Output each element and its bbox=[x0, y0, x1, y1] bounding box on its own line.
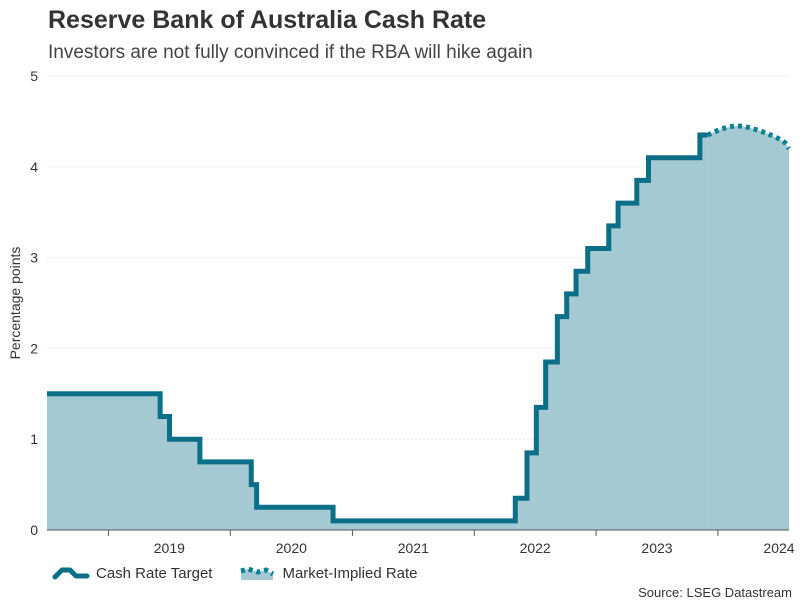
y-tick-label-1: 1 bbox=[30, 431, 38, 447]
area-cash-rate bbox=[47, 135, 708, 530]
legend-label-market-implied: Market-Implied Rate bbox=[282, 564, 418, 582]
y-tick-label-5: 5 bbox=[30, 68, 38, 84]
x-tick-label-2023: 2023 bbox=[641, 540, 672, 556]
legend-item-market-implied: Market-Implied Rate bbox=[238, 564, 418, 582]
legend-swatch-cash-rate bbox=[52, 567, 90, 580]
x-tick-label-2022: 2022 bbox=[520, 540, 551, 556]
source-note: Source: LSEG Datastream bbox=[638, 585, 792, 600]
legend-label-cash-rate: Cash Rate Target bbox=[96, 564, 213, 582]
y-tick-label-3: 3 bbox=[30, 250, 38, 266]
line-market-implied bbox=[706, 123, 792, 151]
y-axis-label: Percentage points bbox=[7, 247, 23, 360]
legend-item-cash-rate: Cash Rate Target bbox=[52, 565, 212, 582]
x-tick-label-2019: 2019 bbox=[154, 540, 185, 556]
y-tick-label-2: 2 bbox=[30, 340, 38, 356]
chart-title: Reserve Bank of Australia Cash Rate bbox=[48, 6, 487, 34]
y-tick-label-0: 0 bbox=[30, 522, 38, 538]
y-tick-label-4: 4 bbox=[30, 159, 38, 175]
x-tick-label-2024: 2024 bbox=[763, 540, 794, 556]
chart-legend: Cash Rate Target Market-Implied Rate bbox=[52, 562, 444, 584]
x-tick-label-2021: 2021 bbox=[398, 540, 429, 556]
x-tick-label-2020: 2020 bbox=[276, 540, 307, 556]
area-market-implied bbox=[707, 125, 789, 530]
legend-swatch-market-implied bbox=[240, 566, 275, 580]
line-cash-rate bbox=[47, 132, 708, 524]
chart-subtitle: Investors are not fully convinced if the… bbox=[48, 42, 533, 63]
